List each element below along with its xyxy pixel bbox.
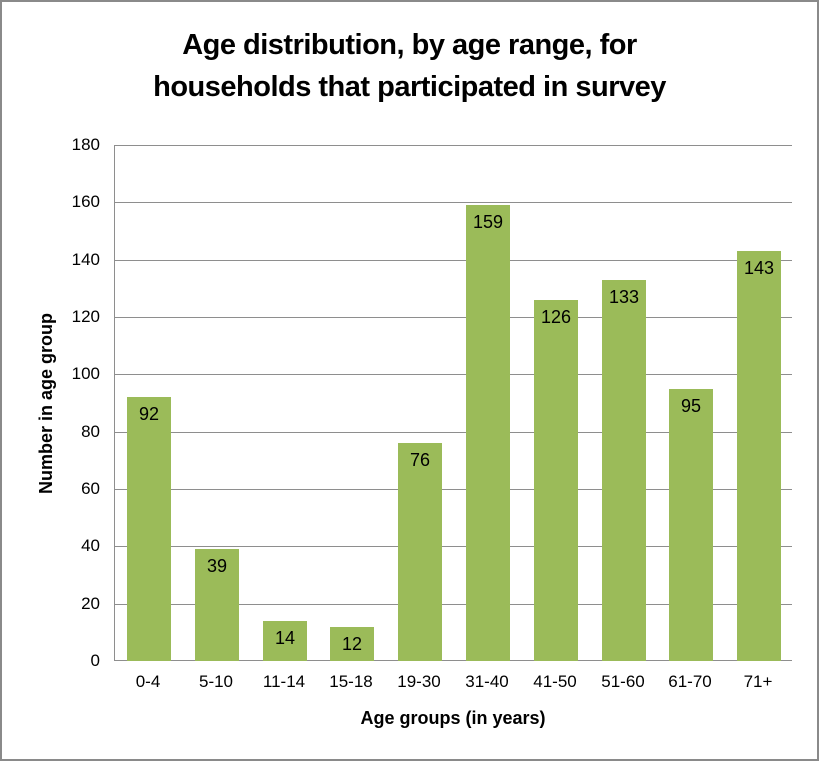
- gridline-40: [115, 546, 792, 547]
- gridline-160: [115, 202, 792, 203]
- bar-value-label-0-4: 92: [138, 404, 160, 424]
- y-tick-label-160: 160: [71, 192, 100, 211]
- x-tick-label-19-30: 19-30: [397, 672, 441, 691]
- x-tick-label-71+: 71+: [743, 672, 773, 691]
- bar-11-14: [263, 621, 307, 661]
- bar-value-label-11-14: 14: [274, 628, 296, 648]
- bar-31-40: [466, 205, 510, 661]
- bar-61-70: [669, 389, 713, 661]
- x-axis-title: Age groups (in years): [360, 708, 546, 728]
- bar-51-60: [602, 280, 646, 661]
- y-tick-label-140: 140: [71, 250, 100, 269]
- bar-value-label-51-60: 133: [608, 287, 640, 307]
- y-tick-label-0: 0: [90, 651, 100, 670]
- x-tick-label-11-14: 11-14: [262, 672, 306, 691]
- y-tick-label-120: 120: [71, 307, 100, 326]
- gridline-120: [115, 317, 792, 318]
- bar-value-label-5-10: 39: [206, 556, 228, 576]
- bar-19-30: [398, 443, 442, 661]
- plot-area: 92 39 14 12 76 159 126 133 95 143: [114, 145, 792, 661]
- bar-value-label-61-70: 95: [680, 396, 702, 416]
- bar-71+: [737, 251, 781, 661]
- x-tick-label-0-4: 0-4: [135, 672, 161, 691]
- y-tick-label-180: 180: [71, 135, 100, 154]
- x-tick-label-51-60: 51-60: [601, 672, 645, 691]
- gridline-20: [115, 604, 792, 605]
- chart-title: Age distribution, by age range, for hous…: [153, 29, 666, 103]
- x-tick-label-5-10: 5-10: [198, 672, 234, 691]
- bar-0-4: [127, 397, 171, 661]
- gridline-140: [115, 260, 792, 261]
- gridline-180: [115, 145, 792, 146]
- y-axis-title: Number in age group: [35, 312, 56, 494]
- gridline-60: [115, 489, 792, 490]
- y-axis-title-wrap: Number in age group: [28, 145, 64, 661]
- x-tick-label-15-18: 15-18: [329, 672, 373, 691]
- y-tick-label-60: 60: [81, 479, 100, 498]
- x-tick-label-61-70: 61-70: [668, 672, 712, 691]
- x-tick-label-31-40: 31-40: [465, 672, 509, 691]
- gridline-100: [115, 374, 792, 375]
- gridline-80: [115, 432, 792, 433]
- y-tick-label-100: 100: [71, 364, 100, 383]
- y-tick-label-20: 20: [81, 594, 100, 613]
- bar-value-label-71+: 143: [743, 258, 775, 278]
- bar-value-label-15-18: 12: [341, 634, 363, 654]
- bar-value-label-31-40: 159: [472, 212, 504, 232]
- bar-value-label-41-50: 126: [540, 307, 572, 327]
- x-tick-label-41-50: 41-50: [533, 672, 577, 691]
- chart-title-row: Age distribution, by age range, for hous…: [2, 24, 817, 108]
- bar-41-50: [534, 300, 578, 661]
- y-tick-label-40: 40: [81, 536, 100, 555]
- bar-15-18: [330, 627, 374, 661]
- bar-value-label-19-30: 76: [409, 450, 431, 470]
- bar-5-10: [195, 549, 239, 661]
- y-tick-label-80: 80: [81, 422, 100, 441]
